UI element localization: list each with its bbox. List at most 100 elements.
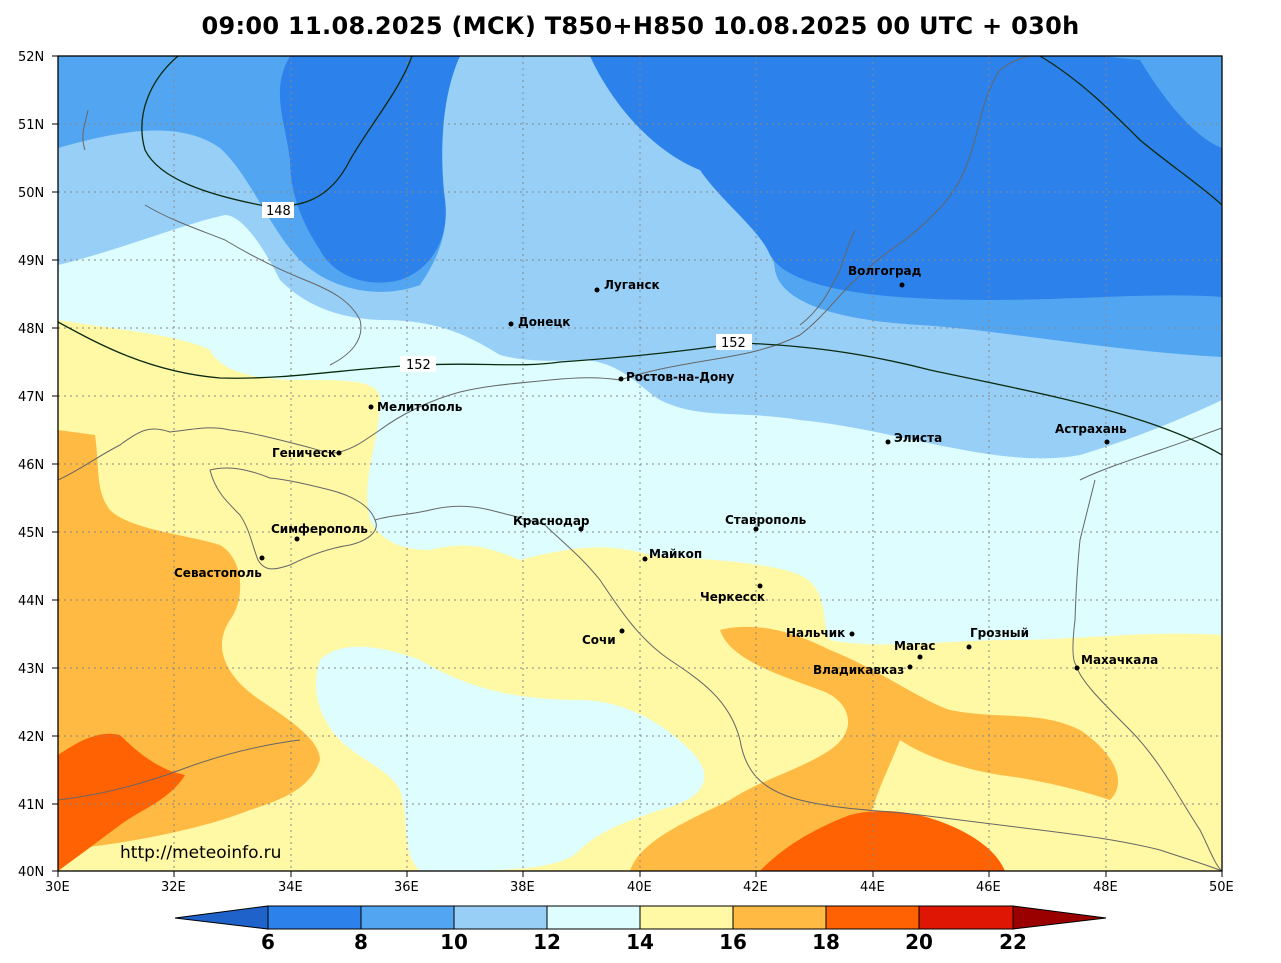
city-marker <box>849 631 855 637</box>
city-label: Черкесск <box>700 590 765 604</box>
city-label: Донецк <box>518 315 570 329</box>
colorbar-segment <box>546 905 641 930</box>
contour-152-ne <box>1039 56 1222 206</box>
city-marker <box>508 321 514 327</box>
map-title: 09:00 11.08.2025 (МСК) T850+H850 10.08.2… <box>201 12 1080 40</box>
city-marker <box>1104 439 1110 445</box>
city-marker <box>259 555 265 561</box>
colorbar-tick-label: 10 <box>440 930 468 954</box>
city-marker <box>294 536 300 542</box>
lon-tick-label: 42E <box>743 880 768 895</box>
city-label: Махачкала <box>1081 653 1158 667</box>
city-label: Волгоград <box>848 264 922 278</box>
lat-tick-label: 42N <box>18 730 44 745</box>
region-12-14-sea <box>316 646 705 871</box>
city-marker <box>336 450 342 456</box>
city-label: Грозный <box>970 626 1029 640</box>
city-label: Краснодар <box>513 514 590 528</box>
city-marker <box>899 282 905 288</box>
colorbar-tick-label: 20 <box>905 930 933 954</box>
region-16-18-east <box>630 626 1119 871</box>
city-marker <box>885 439 891 445</box>
contour-label: 152 <box>406 358 431 373</box>
contour-labels: 148 152 152 <box>262 202 752 373</box>
lat-tick-label: 47N <box>18 390 44 405</box>
contour-label-bg <box>400 356 436 372</box>
lon-tick-label: 40E <box>627 880 652 895</box>
city-label: Сочи <box>582 633 616 647</box>
city-marker <box>594 287 600 293</box>
lon-tick-label: 38E <box>510 880 535 895</box>
lon-tick-label: 30E <box>45 880 70 895</box>
colorbar-tick-label: 22 <box>999 930 1027 954</box>
contour-152 <box>58 321 1222 456</box>
city-label: Магас <box>894 639 936 653</box>
lat-tick-label: 52N <box>18 50 44 65</box>
city-label: Луганск <box>604 278 660 292</box>
city-label: Владикавказ <box>813 663 904 677</box>
lon-tick-label: 34E <box>278 880 303 895</box>
city-label: Майкоп <box>649 547 702 561</box>
contour-148 <box>141 56 413 207</box>
lat-tick-label: 48N <box>18 322 44 337</box>
colorbar-tick-label: 18 <box>812 930 840 954</box>
city-label: Севастополь <box>174 566 262 580</box>
lat-tick-label: 40N <box>18 865 44 880</box>
city-label: Симферополь <box>271 522 368 536</box>
colorbar-segment <box>918 905 1014 930</box>
city-marker <box>753 526 759 532</box>
lat-axis: 40N 41N 42N 43N 44N 45N 46N 47N 48N 49N … <box>18 50 58 880</box>
geopotential-contours <box>58 56 1222 456</box>
city-marker <box>578 526 584 532</box>
colorbar-segment <box>825 905 920 930</box>
city-label: Нальчик <box>786 626 845 640</box>
colorbar-tick-label: 8 <box>354 930 368 954</box>
lon-tick-label: 36E <box>394 880 419 895</box>
lat-tick-label: 44N <box>18 594 44 609</box>
colorbar-segment <box>639 905 734 930</box>
colorbar-arrow-high <box>1012 905 1107 930</box>
city-marker <box>642 556 648 562</box>
city-label: Ростов-на-Дону <box>626 370 735 384</box>
city-marker <box>917 654 923 660</box>
lat-tick-label: 49N <box>18 254 44 269</box>
city-label: Геническ <box>272 446 336 460</box>
lon-tick-label: 46E <box>976 880 1001 895</box>
city-label: Астрахань <box>1055 422 1127 436</box>
city-label: Мелитополь <box>377 400 463 414</box>
city-marker <box>619 628 625 634</box>
contour-label-bg <box>262 202 294 218</box>
colorbar-segment <box>267 905 362 930</box>
city-marker <box>757 583 763 589</box>
contour-label-bg <box>716 334 752 350</box>
watermark-url: http://meteoinfo.ru <box>120 843 281 863</box>
city-marker <box>618 376 624 382</box>
colorbar-segment <box>360 905 455 930</box>
city-label: Элиста <box>894 431 942 445</box>
coastlines <box>58 56 1222 871</box>
colorbar-tick-label: 16 <box>719 930 747 954</box>
colorbar-segment <box>732 905 827 930</box>
colorbar-segment <box>453 905 548 930</box>
colorbar: 6 8 10 12 14 16 18 20 22 <box>174 905 1107 954</box>
lon-axis: 30E 32E 34E 36E 38E 40E 42E 44E 46E 48E … <box>45 871 1234 895</box>
lat-tick-label: 46N <box>18 458 44 473</box>
contour-label: 148 <box>266 204 291 219</box>
colorbar-tick-label: 12 <box>533 930 561 954</box>
lon-tick-label: 32E <box>161 880 186 895</box>
city-marker <box>966 644 972 650</box>
region-18-20-south <box>760 810 1005 871</box>
map-grid <box>58 56 1222 871</box>
contour-label: 152 <box>721 336 746 351</box>
colorbar-tick-label: 6 <box>261 930 275 954</box>
region-18-20-sw <box>58 733 185 871</box>
city-marker <box>368 404 374 410</box>
region-6-8-nw <box>279 56 460 283</box>
lat-tick-label: 51N <box>18 118 44 133</box>
colorbar-tick-label: 14 <box>626 930 654 954</box>
city-label: Ставрополь <box>725 513 807 527</box>
lat-tick-label: 45N <box>18 526 44 541</box>
colorbar-arrow-low <box>174 905 269 930</box>
lon-tick-label: 50E <box>1209 880 1234 895</box>
